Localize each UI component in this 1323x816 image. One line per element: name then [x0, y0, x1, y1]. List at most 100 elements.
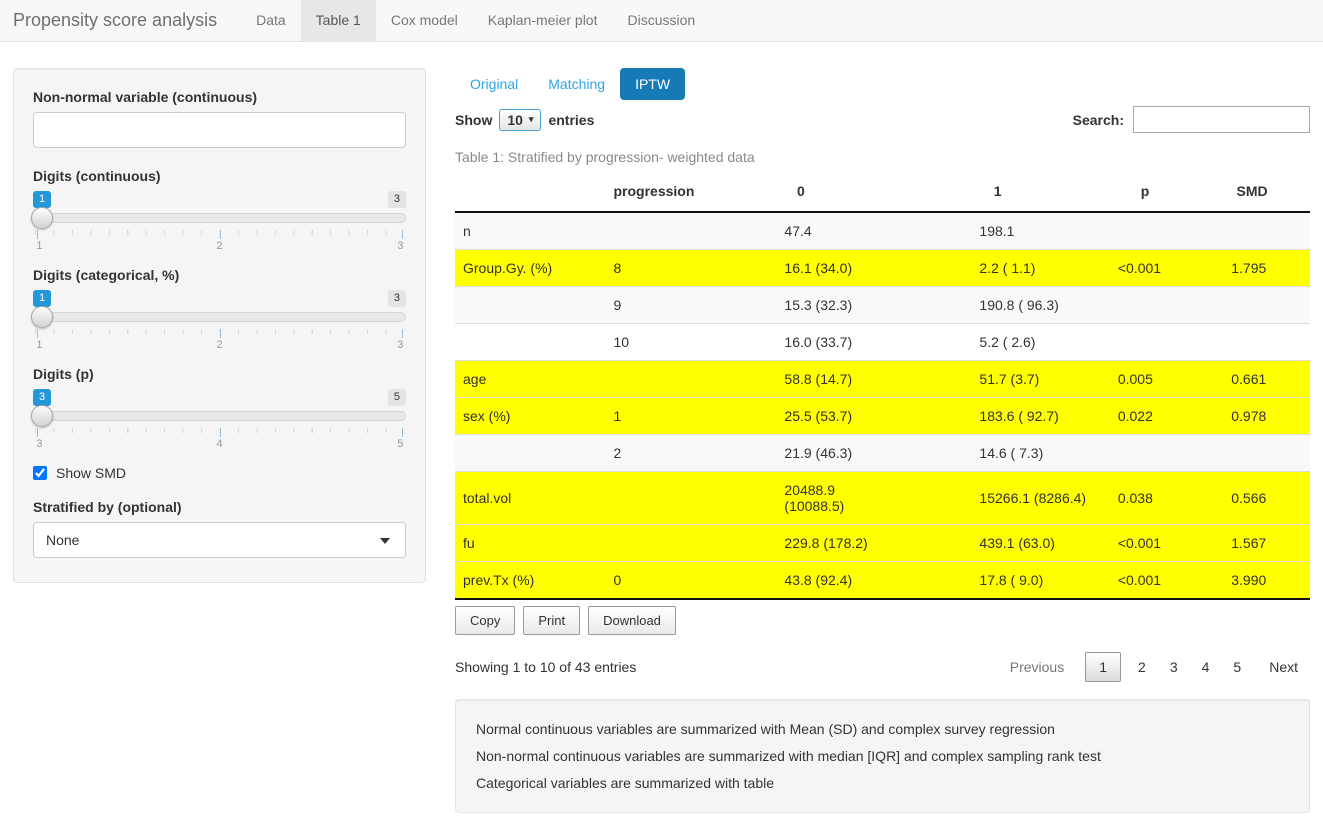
slider-max-badge: 3 [387, 290, 406, 307]
cell-group0: 229.8 (178.2) [702, 524, 900, 562]
print-button[interactable]: Print [523, 606, 581, 635]
cell-p: 0.022 [1095, 397, 1195, 435]
table-row: 2 21.9 (46.3) 14.6 ( 7.3) [455, 434, 1310, 472]
cell-variable [455, 434, 606, 472]
th-p[interactable]: p [1095, 175, 1195, 213]
slider-handle[interactable] [31, 306, 53, 328]
show-smd-checkbox[interactable] [33, 466, 47, 480]
length-control: Show 10 ▾ entries [455, 108, 595, 131]
cell-p [1095, 286, 1195, 324]
tab-original[interactable]: Original [470, 76, 519, 92]
slider-grid: 1 2 3 [35, 230, 404, 252]
slider-value-badge: 3 [33, 389, 52, 406]
th-group0[interactable]: 0 [702, 175, 900, 213]
pagination-page-4[interactable]: 4 [1201, 659, 1210, 675]
tick-mark [401, 230, 403, 239]
tick-mark [37, 428, 39, 437]
cell-group1: 2.2 ( 1.1) [899, 249, 1096, 287]
cell-smd [1194, 286, 1310, 324]
cell-variable: sex (%) [455, 397, 606, 435]
cell-p [1095, 434, 1195, 472]
table-row: 9 15.3 (32.3) 190.8 ( 96.3) [455, 286, 1310, 324]
copy-button[interactable]: Copy [455, 606, 516, 635]
cell-variable: prev.Tx (%) [455, 561, 606, 599]
nav-tab-cox-model[interactable]: Cox model [390, 12, 458, 28]
cell-level: 1 [605, 397, 703, 435]
tab-iptw[interactable]: IPTW [620, 68, 686, 100]
nonnormal-variable-input[interactable] [33, 112, 406, 148]
cell-level [605, 360, 703, 398]
slider-handle[interactable] [31, 405, 53, 427]
cell-group1: 183.6 ( 92.7) [899, 397, 1096, 435]
download-button[interactable]: Download [588, 606, 676, 635]
slider-digits-continuous: Digits (continuous) 1 3 1 2 3 [31, 168, 406, 252]
cell-group1: 14.6 ( 7.3) [899, 434, 1096, 472]
pagination-previous[interactable]: Previous [1009, 659, 1065, 675]
pagination: Previous 1 2 3 4 5 Next [998, 652, 1310, 682]
cell-p: 0.038 [1095, 471, 1195, 525]
digits-continuous-slider[interactable]: 1 3 1 2 3 [31, 191, 406, 252]
tick-label: 3 [397, 339, 404, 351]
slider-track[interactable] [33, 213, 406, 223]
cell-level [605, 471, 703, 525]
cell-variable: age [455, 360, 606, 398]
page-body: Non-normal variable (continuous) Digits … [0, 42, 1323, 813]
slider-digits-categorical: Digits (categorical, %) 1 3 1 2 3 [31, 267, 406, 351]
cell-smd: 0.978 [1194, 397, 1310, 435]
pagination-next[interactable]: Next [1269, 659, 1298, 675]
cell-p: <0.001 [1095, 524, 1195, 562]
cell-variable: fu [455, 524, 606, 562]
search-control: Search: [1073, 106, 1310, 133]
th-group1[interactable]: 1 [899, 175, 1096, 213]
cell-group1: 198.1 [979, 223, 1015, 239]
tab-matching[interactable]: Matching [548, 76, 606, 92]
chevron-down-icon [380, 538, 390, 544]
stratified-by-select[interactable]: None [33, 522, 406, 558]
th-variable[interactable] [455, 175, 606, 213]
th-smd[interactable]: SMD [1194, 175, 1310, 213]
table-row: total.vol 20488.9 (10088.5) 15266.1 (828… [455, 471, 1310, 525]
chevron-down-icon: ▾ [528, 114, 534, 124]
nav-tab-kaplan-meier-plot[interactable]: Kaplan-meier plot [487, 12, 598, 28]
search-input[interactable] [1133, 106, 1310, 133]
slider-track[interactable] [33, 411, 406, 421]
slider-track[interactable] [33, 312, 406, 322]
tick-label: 5 [397, 438, 404, 450]
cell-p [1096, 212, 1194, 250]
cell-group0: 21.9 (46.3) [702, 434, 900, 472]
slider-label: Digits (p) [33, 366, 94, 382]
note-line: Normal continuous variables are summariz… [476, 721, 1055, 737]
show-smd-label[interactable]: Show SMD [56, 465, 127, 481]
note-line: Categorical variables are summarized wit… [476, 775, 775, 791]
cell-group0: 16.0 (33.7) [702, 323, 900, 361]
cell-variable: n [463, 223, 471, 239]
nav-tab-discussion[interactable]: Discussion [627, 12, 696, 28]
cell-level: 8 [605, 249, 703, 287]
pagination-page-5[interactable]: 5 [1233, 659, 1242, 675]
pagination-page-2[interactable]: 2 [1138, 659, 1146, 675]
cell-group0: 47.4 [784, 223, 812, 239]
nav-tab-data[interactable]: Data [256, 12, 286, 28]
th-progression[interactable]: progression [605, 175, 703, 213]
entries-select[interactable]: 10 ▾ [499, 108, 542, 131]
entries-label: entries [548, 111, 595, 128]
slider-handle[interactable] [31, 207, 53, 229]
pagination-page-1[interactable]: 1 [1085, 652, 1122, 682]
tick-mark [401, 329, 403, 338]
cell-level: 10 [605, 323, 703, 361]
nav-tab-table1[interactable]: Table 1 [300, 0, 376, 41]
show-label: Show [455, 111, 493, 128]
slider-label: Digits (continuous) [33, 168, 161, 184]
slider-label: Digits (categorical, %) [33, 267, 180, 283]
cell-smd: 0.661 [1194, 360, 1310, 398]
digits-p-slider[interactable]: 3 5 3 4 5 [31, 389, 406, 450]
navbar: Propensity score analysis Data Table 1 C… [0, 0, 1323, 42]
table-body: n 47.4 198.1 Group.Gy. (%) 8 16.1 (34.0)… [455, 212, 1310, 599]
pagination-page-3[interactable]: 3 [1169, 659, 1178, 675]
tick-label: 1 [36, 240, 43, 252]
export-buttons: Copy Print Download [455, 606, 1310, 635]
digits-categorical-slider[interactable]: 1 3 1 2 3 [31, 290, 406, 351]
cell-group1: 15266.1 (8286.4) [899, 471, 1096, 525]
cell-variable [455, 323, 606, 361]
cell-group0: 16.1 (34.0) [702, 249, 900, 287]
